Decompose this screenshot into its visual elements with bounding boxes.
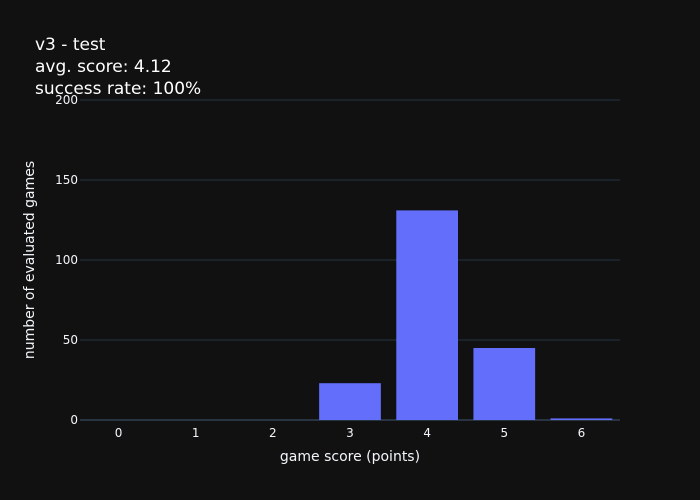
bar xyxy=(319,383,381,420)
chart-title: v3 - test avg. score: 4.12 success rate:… xyxy=(35,34,201,100)
x-tick-label: 4 xyxy=(423,426,431,440)
bar xyxy=(550,418,613,420)
x-tick-label: 3 xyxy=(346,426,354,440)
x-tick-label: 6 xyxy=(578,426,586,440)
x-axis-title: game score (points) xyxy=(280,449,420,465)
chart-title-line-1: v3 - test xyxy=(35,35,106,55)
y-tick-label: 0 xyxy=(70,413,78,427)
chart-title-line-3: success rate: 100% xyxy=(35,79,202,99)
y-tick-label: 150 xyxy=(55,173,78,187)
y-tick-label: 100 xyxy=(55,253,78,267)
y-tick-label: 50 xyxy=(63,333,78,347)
x-tick-label: 2 xyxy=(269,426,277,440)
tick-labels: 0 50 100 150 200 0 1 2 3 4 5 6 xyxy=(55,93,585,440)
x-tick-label: 1 xyxy=(192,426,200,440)
x-tick-label: 0 xyxy=(115,426,123,440)
x-tick-label: 5 xyxy=(500,426,508,440)
grid-lines xyxy=(80,99,620,421)
chart-title-line-2: avg. score: 4.12 xyxy=(35,57,172,77)
bar xyxy=(473,348,536,420)
y-tick-label: 200 xyxy=(55,93,78,107)
y-axis-title: number of evaluated games xyxy=(22,161,38,359)
bars xyxy=(319,210,613,420)
bar xyxy=(396,210,458,420)
